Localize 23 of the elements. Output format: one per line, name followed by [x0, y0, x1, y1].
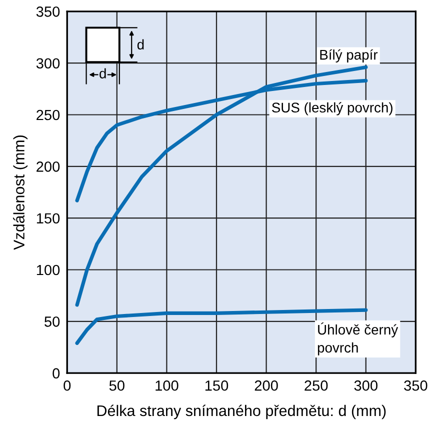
annotation: d	[137, 39, 144, 50]
x-tick-label: 100	[156, 380, 178, 391]
y-tick-label: 50	[44, 316, 60, 327]
annotation: SUS (lesklý povrch)	[272, 102, 392, 116]
x-tick-label: 0	[64, 380, 71, 391]
x-tick-label: 250	[304, 380, 328, 391]
y-tick-label: 250	[36, 110, 60, 120]
y-tick-label: 100	[36, 264, 60, 276]
y-tick-label: 300	[36, 58, 60, 69]
x-tick-label: 150	[205, 380, 228, 391]
y-axis-title: Vzdálenost (mm)	[13, 135, 28, 250]
y-tick-label: 350	[36, 6, 60, 17]
x-tick-label: 300	[354, 380, 378, 391]
annotation: Bílý papír	[320, 49, 378, 62]
x-tick-label: 350	[404, 380, 428, 391]
y-tick-label: 0	[52, 368, 60, 379]
x-tick-label: 50	[109, 380, 124, 391]
y-tick-label: 200	[36, 162, 60, 172]
x-tick-label: 200	[254, 380, 278, 391]
annotation: Úhlově černý povrch	[318, 322, 398, 356]
x-axis-title: Délka strany snímaného předmětu: d (mm)	[97, 404, 386, 420]
annotation: d	[100, 68, 106, 78]
y-tick-label: 150	[36, 213, 60, 224]
